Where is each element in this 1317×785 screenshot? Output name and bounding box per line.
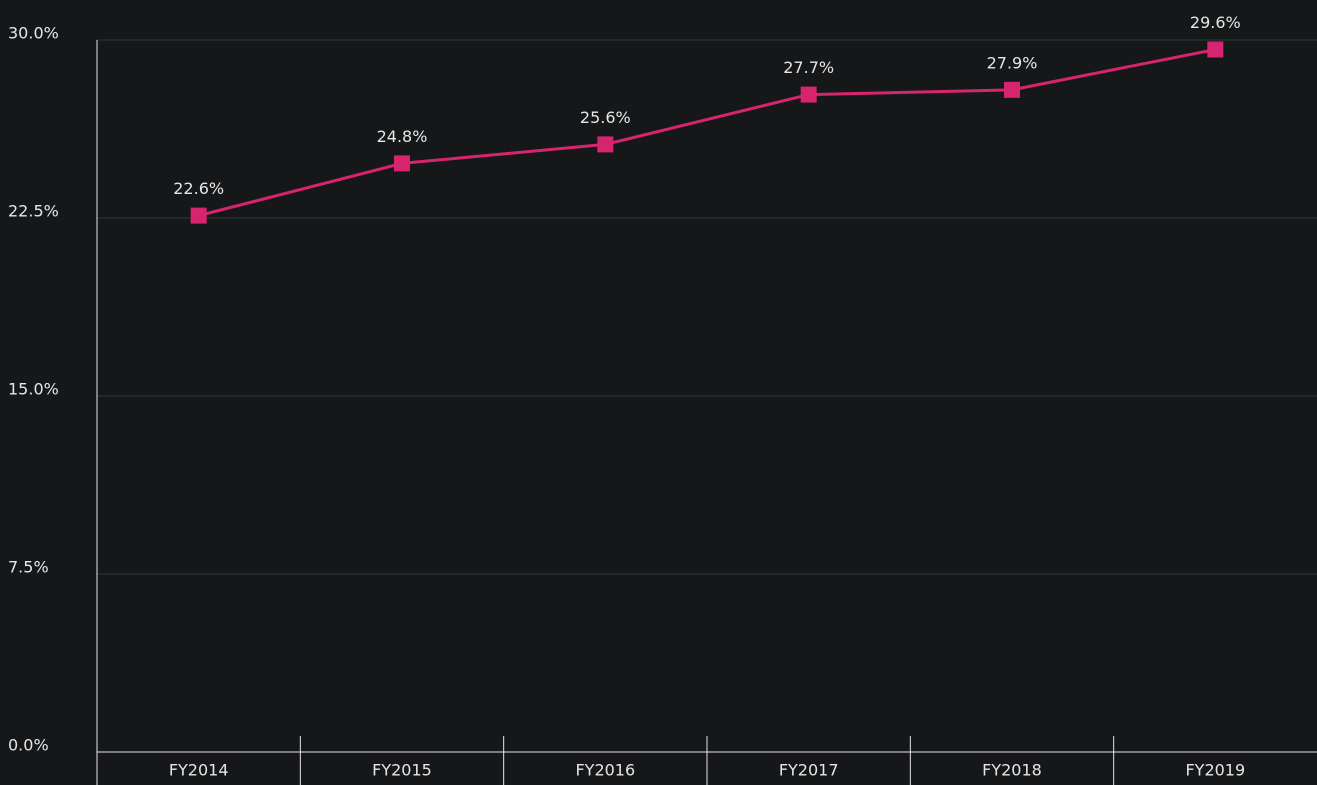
y-tick-label: 7.5% xyxy=(8,558,49,577)
x-tick-label: FY2014 xyxy=(169,761,229,780)
y-tick-label: 0.0% xyxy=(8,736,49,755)
x-tick-label: FY2017 xyxy=(779,761,839,780)
point-marker xyxy=(1004,81,1020,98)
data-label: 27.9% xyxy=(987,53,1038,72)
data-label: 29.6% xyxy=(1190,13,1241,32)
x-tick-label: FY2018 xyxy=(982,761,1042,780)
data-label: 22.6% xyxy=(173,179,224,198)
point-marker xyxy=(800,86,817,103)
point-marker xyxy=(394,155,410,172)
y-tick-label: 22.5% xyxy=(8,202,59,221)
data-label: 27.7% xyxy=(783,58,834,77)
y-tick-label: 30.0% xyxy=(8,24,59,43)
x-tick-label: FY2016 xyxy=(575,761,635,780)
data-label: 24.8% xyxy=(377,127,428,146)
point-marker xyxy=(1207,41,1224,58)
point-marker xyxy=(597,136,614,153)
x-tick-label: FY2015 xyxy=(372,761,432,780)
x-tick-label: FY2019 xyxy=(1185,761,1245,780)
data-label: 25.6% xyxy=(580,108,631,127)
y-tick-label: 15.0% xyxy=(8,380,59,399)
series-line xyxy=(198,48,1216,218)
point-marker xyxy=(190,207,207,224)
